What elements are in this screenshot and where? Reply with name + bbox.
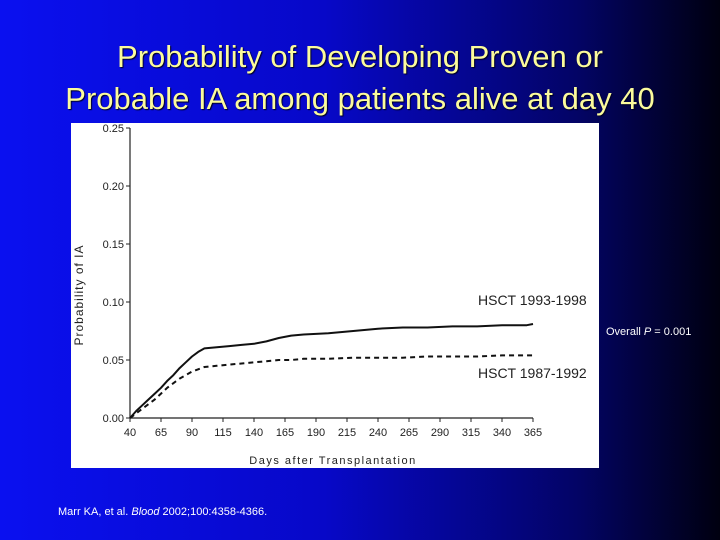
overall-p-prefix: Overall: [606, 326, 644, 338]
x-tick-label: 265: [400, 427, 418, 439]
series-label-1993-1998: HSCT 1993-1998: [478, 292, 587, 308]
x-tick-label: 90: [186, 427, 198, 439]
overall-p-value: Overall P = 0.001: [606, 326, 691, 338]
x-tick-label: 315: [462, 427, 480, 439]
x-tick-label: 115: [214, 427, 232, 439]
series-line-1987-1992: [129, 354, 533, 419]
x-tick-label: 65: [155, 427, 167, 439]
y-tick-label: 0.00: [103, 413, 124, 425]
overall-p-number: = 0.001: [651, 326, 692, 338]
x-tick-label: 140: [245, 427, 263, 439]
y-tick-label: 0.10: [103, 297, 124, 309]
citation-authors: Marr KA, et al.: [58, 506, 132, 518]
x-tick-label: 190: [307, 427, 325, 439]
x-tick-label: 290: [431, 427, 449, 439]
slide-title: Probability of Developing Proven or Prob…: [0, 36, 720, 120]
title-line-1: Probability of Developing Proven or: [117, 39, 603, 74]
x-tick-label: 165: [276, 427, 294, 439]
citation-details: 2002;100:4358-4366.: [159, 506, 268, 518]
y-axis-label: Probability of IA: [72, 244, 86, 345]
y-tick-label: 0.05: [103, 355, 124, 367]
x-tick-label: 215: [338, 427, 356, 439]
series-label-1987-1992: HSCT 1987-1992: [478, 365, 587, 381]
x-axis-label: Days after Transplantation: [249, 455, 416, 467]
y-tick-labels: 0.00 0.05 0.10 0.15 0.20 0.25: [103, 123, 124, 425]
axes: [126, 127, 534, 422]
x-tick-label: 240: [369, 427, 387, 439]
title-line-2: Probable IA among patients alive at day …: [65, 81, 655, 116]
series-line-1993-1998: [129, 323, 534, 419]
x-tick-label: 40: [124, 427, 136, 439]
y-tick-label: 0.15: [103, 239, 124, 251]
chart-panel: 0.00 0.05 0.10 0.15 0.20 0.25 40 65 90 115 140 165…: [71, 123, 599, 468]
p-symbol: P: [643, 326, 652, 338]
y-tick-label: 0.20: [103, 181, 124, 193]
citation-journal: Blood: [131, 506, 160, 518]
x-tick-labels: 40 65 90 115 140 165 190 215 240 265 290 315 340 365: [124, 427, 542, 439]
x-tick-label: 340: [493, 427, 511, 439]
x-tick-label: 365: [524, 427, 542, 439]
kaplan-meier-chart: 0.00 0.05 0.10 0.15 0.20 0.25 40 65 90 115 140 165…: [72, 123, 587, 467]
y-tick-label: 0.25: [103, 123, 124, 135]
citation: Marr KA, et al. Blood 2002;100:4358-4366…: [58, 506, 267, 518]
series-layer: [129, 323, 534, 419]
